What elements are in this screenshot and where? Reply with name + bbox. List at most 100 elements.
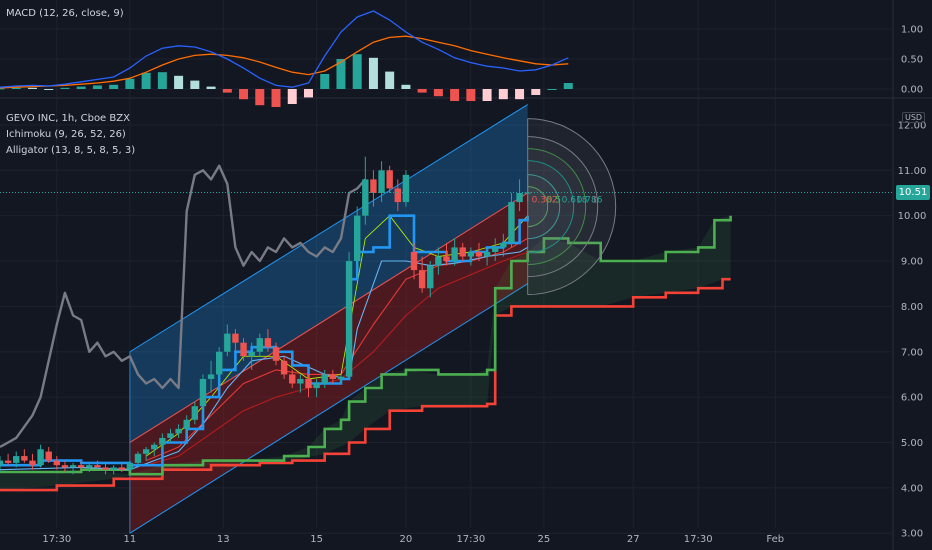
channel-line[interactable] bbox=[129, 283, 528, 534]
candle-body[interactable] bbox=[4, 460, 12, 463]
fib-speed-arc-outer[interactable] bbox=[527, 118, 617, 296]
candle-body[interactable] bbox=[427, 265, 434, 289]
candle-body[interactable] bbox=[29, 460, 36, 466]
candle-body[interactable] bbox=[86, 465, 93, 468]
regression-channel-upper[interactable] bbox=[129, 104, 528, 443]
candle-body[interactable] bbox=[394, 188, 401, 203]
candle-body[interactable] bbox=[337, 376, 345, 379]
candle-body[interactable] bbox=[402, 174, 410, 203]
channel-line[interactable] bbox=[129, 192, 528, 443]
candle-body[interactable] bbox=[215, 351, 223, 375]
candle-body[interactable] bbox=[167, 433, 174, 438]
alligator-legend[interactable]: Alligator (13, 8, 5, 8, 5, 3) bbox=[6, 145, 136, 156]
macd-legend[interactable]: MACD (12, 26, close, 9) bbox=[6, 8, 124, 19]
candle-body[interactable] bbox=[142, 449, 150, 454]
candle-body[interactable] bbox=[362, 179, 369, 216]
macd-histogram-bar bbox=[255, 89, 265, 106]
candle-body[interactable] bbox=[272, 347, 280, 361]
candle-body[interactable] bbox=[492, 247, 499, 252]
candle-body[interactable] bbox=[386, 170, 393, 189]
candle-body[interactable] bbox=[459, 247, 466, 257]
candle-body[interactable] bbox=[483, 251, 491, 257]
fib-speed-arc[interactable] bbox=[527, 148, 587, 266]
macd-histogram-bar bbox=[320, 74, 330, 89]
price-tick-label: 7.00 bbox=[901, 347, 923, 358]
candle-body[interactable] bbox=[13, 456, 20, 463]
candle-body[interactable] bbox=[191, 406, 199, 420]
candle-body[interactable] bbox=[175, 428, 182, 434]
candle-body[interactable] bbox=[297, 378, 304, 384]
candle-body[interactable] bbox=[61, 465, 69, 468]
macd-histogram-bar bbox=[433, 89, 443, 97]
fib-speed-arc[interactable] bbox=[527, 174, 561, 240]
candle-body[interactable] bbox=[443, 256, 450, 262]
fib-speed-arc[interactable] bbox=[527, 160, 575, 254]
ichimoku-legend[interactable]: Ichimoku (9, 26, 52, 26) bbox=[6, 129, 126, 140]
candle-body[interactable] bbox=[110, 467, 117, 470]
candle-body[interactable] bbox=[435, 256, 442, 266]
candle-body[interactable] bbox=[21, 456, 28, 461]
candle-body[interactable] bbox=[354, 215, 361, 262]
candle-body[interactable] bbox=[199, 378, 207, 407]
candle-body[interactable] bbox=[134, 453, 142, 463]
fib-level-label: 1 bbox=[592, 196, 598, 206]
candle-body[interactable] bbox=[500, 242, 507, 248]
candle-body[interactable] bbox=[240, 342, 247, 357]
candle-body[interactable] bbox=[467, 251, 475, 257]
candle-body[interactable] bbox=[264, 338, 272, 348]
candle-body[interactable] bbox=[289, 374, 296, 384]
macd-histogram-bar bbox=[190, 80, 200, 89]
channel-line[interactable] bbox=[129, 104, 528, 353]
candle-body[interactable] bbox=[321, 374, 328, 384]
time-axis[interactable]: 17:30 11 13 15 20 17:30 25 27 17:30 Feb bbox=[42, 534, 784, 545]
fib-speed-arc[interactable] bbox=[527, 136, 599, 278]
candle-body[interactable] bbox=[37, 449, 44, 466]
candle-body[interactable] bbox=[77, 465, 85, 468]
macd-histogram-bar bbox=[11, 87, 21, 89]
price-axis[interactable]: 12.00 11.00 10.00 9.00 8.00 7.00 6.00 5.00 4.00 3… bbox=[898, 25, 927, 540]
candle-body[interactable] bbox=[305, 378, 312, 389]
candle-body[interactable] bbox=[345, 261, 353, 377]
candle-body[interactable] bbox=[102, 467, 109, 470]
macd-histogram-bar bbox=[547, 89, 557, 90]
candle-body[interactable] bbox=[118, 467, 125, 470]
candle-body[interactable] bbox=[248, 351, 255, 357]
candle-body[interactable] bbox=[0, 460, 4, 466]
candle-body[interactable] bbox=[378, 170, 385, 193]
symbol-legend[interactable]: GEVO INC, 1h, Cboe BZX bbox=[6, 113, 130, 124]
candle-body[interactable] bbox=[475, 251, 483, 257]
macd-histogram-bar bbox=[515, 89, 525, 100]
currency-label[interactable]: USD bbox=[902, 112, 926, 123]
candle-body[interactable] bbox=[207, 374, 215, 379]
candle-body[interactable] bbox=[94, 465, 101, 468]
time-tick-label: Feb bbox=[766, 534, 784, 545]
candle-body[interactable] bbox=[370, 179, 377, 193]
fib-speed-arc[interactable] bbox=[527, 186, 549, 228]
candle-body[interactable] bbox=[126, 462, 134, 470]
candle-body[interactable] bbox=[224, 333, 231, 352]
candle-body[interactable] bbox=[451, 247, 458, 262]
candle-body[interactable] bbox=[516, 192, 523, 203]
candle-body[interactable] bbox=[159, 437, 166, 445]
candle-body[interactable] bbox=[151, 444, 158, 450]
macd-histogram-bar bbox=[174, 75, 184, 89]
candle-body[interactable] bbox=[329, 374, 337, 379]
candle-body[interactable] bbox=[280, 360, 288, 375]
macd-histogram-bar bbox=[498, 89, 508, 100]
candle-body[interactable] bbox=[508, 202, 515, 243]
macd-pane bbox=[0, 10, 573, 107]
macd-histogram-bar bbox=[60, 87, 70, 89]
candle-body[interactable] bbox=[410, 251, 418, 271]
candle-body[interactable] bbox=[418, 270, 426, 289]
candle-body[interactable] bbox=[45, 451, 52, 461]
candle-body[interactable] bbox=[183, 419, 190, 429]
candle-body[interactable] bbox=[69, 465, 77, 468]
candle-body[interactable] bbox=[256, 338, 263, 352]
candle-body[interactable] bbox=[232, 333, 239, 343]
candle-body[interactable] bbox=[313, 383, 320, 389]
candle-body[interactable] bbox=[53, 460, 61, 466]
macd-histogram-bar bbox=[76, 86, 86, 89]
